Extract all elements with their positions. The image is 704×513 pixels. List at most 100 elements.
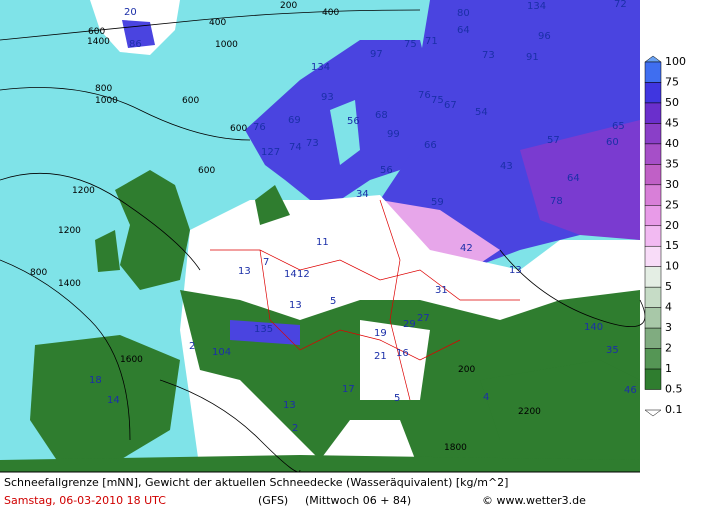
snow-label: 12 [297,269,310,280]
snow-label: 5 [394,393,400,404]
contour [159,379,301,473]
snow-label: 5 [330,296,336,307]
contour-label: 200 [458,365,475,375]
contour-label: 1600 [120,355,143,365]
contour-label: 400 [209,18,226,28]
source: © www.wetter3.de [482,494,586,507]
snow-label: 56 [347,116,360,127]
legend-label: 75 [665,75,679,88]
snow-label: 86 [129,39,142,50]
contour [499,249,646,327]
legend-swatch [644,225,662,247]
snow-label: 31 [435,285,448,296]
snow-label: 69 [288,115,301,126]
snow-label: 127 [261,147,280,158]
legend-label: 100 [665,55,686,68]
contour-label: 200 [280,1,297,11]
contour-label: 600 [88,27,105,37]
borders [210,199,520,401]
snow-label: 97 [370,49,383,60]
legend-swatch [644,266,662,288]
snow-label: 64 [457,25,470,36]
snow-label: 35 [606,345,619,356]
legend-label: 3 [665,321,672,334]
ireland [95,230,120,272]
snow-label: 29 [403,319,416,330]
contour-label: 1200 [72,186,95,196]
contour [0,87,251,141]
legend-swatch [644,82,662,104]
legend-label: 5 [665,280,672,293]
snow-label: 13 [289,300,302,311]
snow-label: 66 [424,140,437,151]
contour-label: 1000 [215,40,238,50]
caption: Schneefallgrenze [mNN], Gewicht der aktu… [4,476,508,489]
contour-label: 600 [182,96,199,106]
legend-label: 15 [665,239,679,252]
border [210,249,520,301]
snow-label: 72 [614,0,627,10]
legend-swatch [644,245,662,267]
snow-label: 73 [306,138,319,149]
snow-label: 135 [254,324,273,335]
contour [0,259,131,441]
legend-swatch [644,55,662,63]
contour-label: 1200 [58,226,81,236]
iberia [30,335,180,465]
snow-label: 20 [124,7,137,18]
contour [0,172,201,271]
forecast: (Mittwoch 06 + 84) [305,494,411,507]
contour-label: 800 [95,84,112,94]
snow-label: 56 [380,165,393,176]
snow-label: 78 [550,196,563,207]
legend-swatch [644,61,662,83]
snow-label: 21 [374,351,387,362]
snow-label: 104 [212,347,231,358]
legend-label: 45 [665,116,679,129]
date: Samstag, 06-03-2010 18 UTC [4,494,166,507]
snow-label: 96 [538,31,551,42]
contour-label: 2200 [518,407,541,417]
snow-label: 43 [500,161,513,172]
snow-label: 71 [425,36,438,47]
britain [115,170,190,290]
turkey [480,360,640,440]
snow-label: 13 [509,265,522,276]
legend-swatch [644,409,662,417]
footer [0,472,704,513]
snow-label: 68 [375,110,388,121]
contour-label: 400 [322,8,339,18]
snow-label: 46 [624,385,637,396]
snow-label: 34 [356,189,369,200]
contour-label: 800 [30,268,47,278]
legend-swatch [644,368,662,390]
alps-snow [230,320,300,345]
border [379,199,411,401]
snow-label: 16 [396,348,409,359]
legend-label: 20 [665,219,679,232]
russia-purple [520,120,640,240]
snow-label: 57 [547,135,560,146]
legend-swatch [644,205,662,227]
snow-label: 75 [431,95,444,106]
snow-label: 60 [606,137,619,148]
legend-swatch [644,123,662,145]
snow-label: 76 [253,122,266,133]
snow-label: 80 [457,8,470,19]
snow-label: 134 [311,62,330,73]
snow-label: 11 [316,237,329,248]
snow-label: 74 [289,142,302,153]
contour-label: 1400 [58,279,81,289]
snow-label: 67 [444,100,457,111]
snow-label: 27 [417,313,430,324]
snow-label: 91 [526,52,539,63]
legend-swatch [644,184,662,206]
legend-label: 4 [665,301,672,314]
legend-swatch [644,327,662,349]
contour-label: 600 [198,166,215,176]
snow-label: 4 [483,392,489,403]
legend-label: 0.1 [665,403,683,416]
snow-label: 2 [292,423,298,434]
snow-label: 99 [387,129,400,140]
